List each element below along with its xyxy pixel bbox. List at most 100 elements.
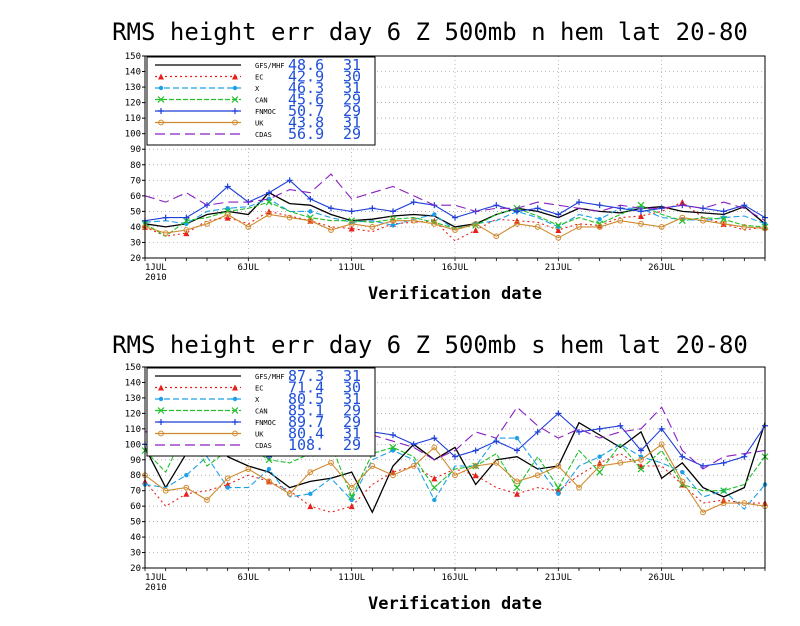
data-point (162, 214, 169, 221)
data-point (348, 493, 356, 501)
y-tick-label: 100 (125, 130, 141, 140)
x-tick-label: 21JUL (545, 263, 572, 273)
data-point (720, 500, 727, 506)
x-tick-label: 21JUL (545, 573, 572, 583)
y-tick-label: 20 (130, 254, 141, 264)
y-tick-label: 150 (125, 363, 141, 373)
data-point (224, 183, 231, 190)
legend-entry-name: EC (255, 385, 263, 393)
data-point (638, 220, 644, 227)
data-point (555, 211, 562, 218)
chart-panel-2: RMS height err day 6 Z 500mb s hem lat 2… (112, 331, 769, 614)
data-point (204, 220, 210, 227)
data-point (432, 212, 437, 217)
data-point (183, 230, 190, 237)
data-point (576, 199, 582, 206)
legend-entry-mean: 50.7 (288, 102, 324, 120)
y-tick-label: 110 (125, 425, 141, 435)
data-point (452, 214, 458, 221)
data-point (369, 224, 376, 230)
data-point (183, 490, 190, 497)
legend-marker (158, 119, 164, 126)
data-point (472, 472, 479, 479)
data-point (308, 491, 313, 496)
chart-title: RMS height err day 6 Z 500mb s hem lat 2… (112, 331, 748, 359)
x-tick-label: 6JUL (237, 573, 259, 583)
legend-marker (158, 396, 164, 402)
y-tick-label: 140 (125, 68, 141, 78)
legend-marker (157, 96, 165, 103)
data-point (307, 503, 314, 510)
y-tick-label: 150 (125, 52, 141, 62)
legend-marker (232, 419, 238, 425)
data-point (452, 453, 458, 460)
data-point (307, 195, 314, 202)
legend-entry-mean: 108. (288, 436, 324, 454)
legend-entry-mean: 56.9 (288, 125, 324, 143)
x-tick-label: 1JUL (145, 573, 167, 583)
x-tick-sublabel: 2010 (145, 583, 167, 593)
data-point (452, 472, 458, 479)
legend-entry-name: X (255, 85, 260, 93)
data-point (534, 428, 541, 435)
legend-entry-mean: 45.6 (288, 91, 324, 109)
data-point (390, 432, 396, 439)
legend-entry-name: FNMOC (255, 108, 276, 116)
data-point (266, 189, 272, 196)
legend: GFS/MHF 48.6 31 EC 42.9 30 X 46.3 31 CAN 45.6 29 FNM… (146, 56, 376, 146)
legend-entry-name: CDAS (255, 131, 272, 139)
data-point (348, 208, 355, 215)
legend-entry-count: 29 (343, 402, 361, 420)
data-point (514, 208, 520, 215)
data-point (679, 478, 686, 485)
legend-entry-name: FNMOC (255, 419, 276, 427)
data-point (224, 214, 231, 221)
legend-marker (157, 407, 165, 414)
data-point (348, 220, 355, 227)
y-tick-label: 80 (130, 471, 141, 481)
legend-marker (232, 384, 238, 391)
plot-frame (144, 366, 766, 569)
data-point (617, 217, 624, 224)
legend-marker (231, 407, 239, 414)
data-point (348, 503, 355, 510)
data-point (162, 230, 169, 237)
data-point (369, 463, 376, 469)
data-point (224, 211, 231, 218)
data-point (348, 225, 355, 232)
x-tick-label: 26JUL (648, 263, 675, 273)
data-point (720, 459, 727, 466)
legend-entry-count: 29 (343, 91, 361, 109)
y-tick-label: 80 (130, 161, 141, 171)
x-tick-label: 16JUL (441, 263, 468, 273)
legend-entry-count: 31 (343, 425, 361, 443)
series-line (144, 198, 766, 231)
legend-entry-count: 30 (343, 379, 361, 397)
y-tick-label: 50 (130, 518, 141, 528)
data-point (472, 220, 479, 227)
data-point (597, 454, 602, 459)
y-tick-label: 130 (125, 394, 141, 404)
data-point (265, 456, 273, 464)
data-point (307, 217, 314, 224)
series-cdas (144, 173, 766, 222)
data-point (431, 220, 438, 227)
data-point (307, 469, 314, 476)
legend-entry-mean: 87.3 (288, 367, 324, 385)
y-tick-label: 60 (130, 192, 141, 202)
legend-marker (158, 85, 164, 91)
data-point (514, 478, 520, 485)
y-tick-label: 120 (125, 409, 141, 419)
data-point (638, 456, 644, 463)
data-point (245, 224, 252, 230)
legend-entry-mean: 42.9 (288, 68, 324, 86)
data-point (554, 484, 562, 492)
data-point (638, 447, 644, 454)
data-point (452, 227, 458, 233)
data-point (576, 484, 582, 491)
legend-marker (158, 384, 164, 391)
data-point (430, 484, 438, 492)
data-point (534, 224, 541, 230)
series-uk (142, 211, 768, 241)
